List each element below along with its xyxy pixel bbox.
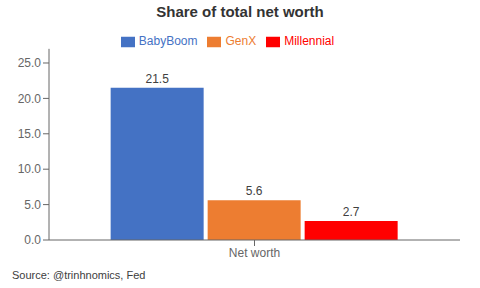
html-text:Source: @trinhnomics, Fed: Source: @trinhnomics, Fed <box>12 269 146 281</box>
svg-text:10.0: 10.0 <box>18 162 42 176</box>
html-text:BabyBoom: BabyBoom <box>138 34 198 48</box>
svg-text:0.0: 0.0 <box>24 233 41 247</box>
svg-text:20.0: 20.0 <box>18 92 42 106</box>
svg-text:2.7: 2.7 <box>343 205 360 219</box>
html-text:Millennial: Millennial <box>284 34 335 48</box>
svg-text:15.0: 15.0 <box>18 127 42 141</box>
html-text:Share of total net worth: Share of total net worth <box>156 3 324 20</box>
svg-text:25.0: 25.0 <box>18 56 42 70</box>
html-text:GenX: GenX <box>225 34 257 48</box>
svg-text:5.0: 5.0 <box>24 198 41 212</box>
svg-text:Net worth: Net worth <box>229 246 280 260</box>
svg-text:5.6: 5.6 <box>246 184 263 198</box>
svg-text:21.5: 21.5 <box>145 72 169 86</box>
